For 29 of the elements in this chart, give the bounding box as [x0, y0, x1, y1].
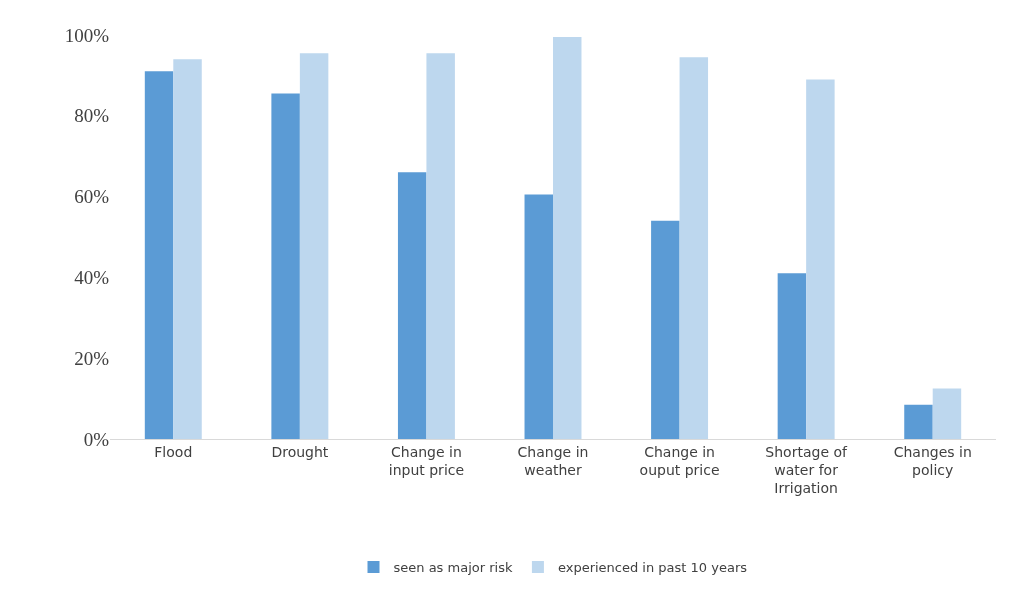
y-tick-label: 80%: [74, 105, 110, 127]
bar: [524, 194, 553, 439]
y-tick-label: 100%: [64, 24, 110, 46]
x-tick-label: Shortage of water for Irrigation: [765, 443, 849, 497]
y-tick-label: 60%: [74, 186, 110, 208]
bar: [904, 404, 933, 439]
bar: [651, 220, 680, 439]
bar: [777, 273, 807, 439]
bar: [679, 57, 709, 439]
x-tick-label: Change in weather: [517, 443, 589, 478]
bar: [271, 93, 300, 439]
bar: [553, 37, 582, 439]
legend-label: seen as major risk: [393, 560, 513, 576]
bar: [806, 79, 835, 439]
y-tick-label: 20%: [74, 347, 110, 369]
bar: [932, 388, 962, 439]
y-tick-label: 40%: [74, 267, 110, 289]
x-tick-label: Drought: [271, 443, 329, 460]
y-tick-label: 0%: [83, 428, 110, 450]
bar: [299, 53, 329, 439]
x-tick-label: Changes in policy: [893, 443, 972, 478]
bar: [397, 172, 427, 439]
x-tick-label: Change in ouput price: [639, 443, 720, 478]
bar: [144, 71, 174, 439]
legend-label: experienced in past 10 years: [557, 560, 748, 576]
bar: [173, 59, 202, 439]
x-tick-label: Flood: [154, 443, 193, 460]
bar: [426, 53, 455, 439]
x-tick-label: Change in input price: [388, 443, 465, 478]
